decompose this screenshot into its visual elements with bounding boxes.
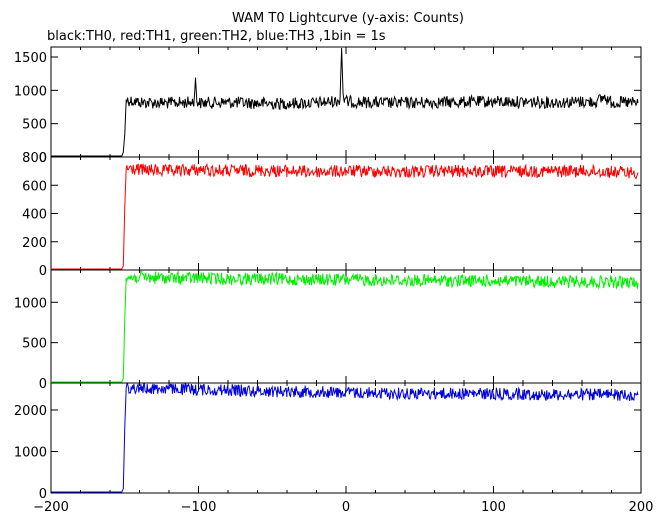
x-tick-label: 200 (629, 500, 654, 515)
series-line-th2 (51, 270, 639, 383)
panel-frame-th2 (50, 269, 642, 384)
y-tick-label: 400 (22, 208, 47, 223)
y-tick-label: 0 (39, 151, 47, 166)
y-tick-label: 2000 (14, 404, 47, 419)
panel-frame-th3 (50, 382, 642, 494)
y-tick-label: 600 (22, 179, 47, 194)
y-tick-label: 500 (22, 337, 47, 352)
panels-layer: 0500100015000200400600800050010000100020… (14, 46, 642, 502)
chart-subtitle: black:TH0, red:TH1, green:TH2, blue:TH3 … (47, 29, 386, 44)
chart-title: WAM T0 Lightcurve (y-axis: Counts) (232, 11, 464, 26)
y-tick-label: 1000 (14, 445, 47, 460)
x-tick-label: −200 (33, 500, 69, 515)
x-axis: −200 −100 0 100 200 (33, 500, 653, 515)
y-tick-label: 0 (39, 264, 47, 279)
y-tick-label: 800 (22, 151, 47, 166)
y-tick-label: 500 (22, 118, 47, 133)
x-tick-label: 100 (481, 500, 506, 515)
panel-th2: 0 500 1000 (14, 269, 642, 392)
y-tick-label: 1000 (14, 296, 47, 311)
series-line-th0 (51, 47, 639, 157)
y-tick-label: 200 (22, 236, 47, 251)
x-tick-label: 0 (342, 500, 350, 515)
y-tick-label: 1000 (14, 84, 47, 99)
series-line-th3 (51, 382, 639, 493)
panel-th1: 0 200 400 600 800 (22, 151, 642, 279)
panel-th3: 0 1000 2000 (14, 382, 642, 502)
y-tick-label: 0 (39, 377, 47, 392)
y-tick-label: 0 (39, 487, 47, 502)
panel-th0: 0 500 1000 1500 (14, 46, 642, 166)
x-tick-label: −100 (181, 500, 217, 515)
y-tick-label: 1500 (14, 51, 47, 66)
series-line-th1 (51, 162, 639, 270)
